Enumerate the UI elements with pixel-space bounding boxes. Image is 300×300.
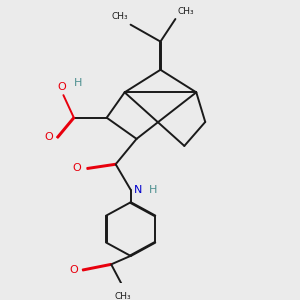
Text: O: O xyxy=(73,164,81,173)
Text: H: H xyxy=(148,184,157,195)
Text: CH₃: CH₃ xyxy=(115,292,131,300)
Text: N: N xyxy=(134,184,142,195)
Text: CH₃: CH₃ xyxy=(178,7,194,16)
Text: O: O xyxy=(70,265,78,275)
Text: H: H xyxy=(74,78,82,88)
Text: O: O xyxy=(58,82,66,92)
Text: CH₃: CH₃ xyxy=(112,12,128,21)
Text: O: O xyxy=(44,133,53,142)
